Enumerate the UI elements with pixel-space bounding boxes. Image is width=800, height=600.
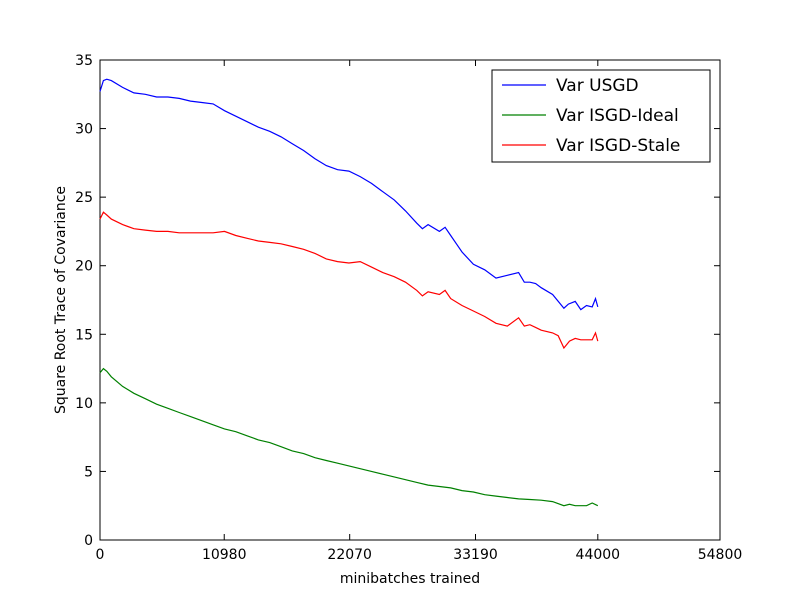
- y-tick-label: 10: [75, 396, 93, 412]
- y-tick-label: 35: [75, 53, 93, 69]
- y-tick-label: 15: [75, 327, 93, 343]
- x-axis: 0 10980 22070 33190 44000 54800: [96, 60, 743, 563]
- series-line-var-usgd: [99, 78, 599, 311]
- legend-label-var-isgd-ideal: Var ISGD-Ideal: [556, 106, 679, 126]
- series-line-var-isgd-ideal: [99, 367, 599, 507]
- x-tick-label: 10980: [202, 547, 247, 563]
- x-tick-label: 22070: [327, 547, 372, 563]
- series-line-var-isgd-stale: [99, 211, 599, 350]
- y-tick-label: 30: [75, 122, 93, 138]
- y-tick-label: 0: [84, 533, 93, 549]
- x-tick-label: 44000: [576, 547, 621, 563]
- y-axis-title: Square Root Trace of Covariance: [53, 186, 69, 414]
- series-lines: [99, 78, 599, 507]
- x-tick-label: 0: [96, 547, 105, 563]
- y-tick-label: 5: [84, 464, 93, 480]
- y-tick-label: 25: [75, 190, 93, 206]
- x-axis-title: minibatches trained: [340, 571, 480, 587]
- y-tick-label: 20: [75, 259, 93, 275]
- x-tick-label: 33190: [453, 547, 498, 563]
- legend-label-var-isgd-stale: Var ISGD-Stale: [556, 136, 680, 156]
- legend: Var USGD Var ISGD-Ideal Var ISGD-Stale: [491, 69, 711, 163]
- y-axis: 0 5 10 15 20 25 30 35: [75, 53, 720, 549]
- legend-label-var-usgd: Var USGD: [556, 76, 639, 96]
- x-tick-label: 54800: [698, 547, 743, 563]
